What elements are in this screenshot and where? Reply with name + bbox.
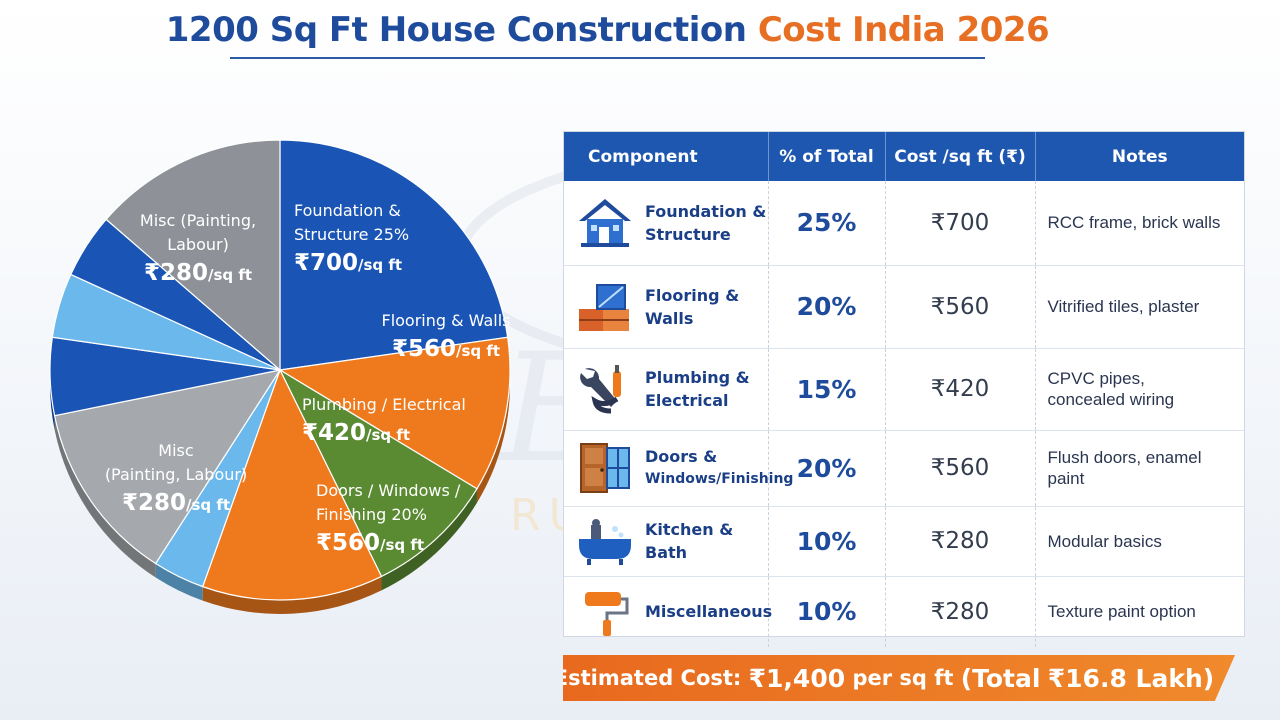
table-header-row: Component % of Total Cost /sq ft (₹) Not… <box>564 132 1244 181</box>
door-window-icon <box>580 443 630 493</box>
paint-roller-icon <box>585 591 629 636</box>
pie-slice <box>201 368 383 601</box>
pie-slice-side <box>202 576 382 614</box>
tiles-icon <box>579 283 629 331</box>
wrench-icon <box>580 365 621 414</box>
percent-cell: 20% <box>768 430 886 507</box>
pie-slice <box>279 139 509 371</box>
notes-cell: RCC frame, brick walls <box>1035 181 1244 266</box>
pie-label-text: (Painting, Labour) <box>105 465 247 484</box>
pie-label-text: Doors / Windows / <box>316 481 461 500</box>
pie-slice-side <box>381 488 477 591</box>
banner-amount: ₹1,400 <box>748 663 846 693</box>
percent-cell: 20% <box>768 265 886 349</box>
banner-prefix: Estimated Cost: <box>553 666 742 690</box>
bathtub-icon <box>579 519 631 565</box>
title-part-1: 1200 Sq Ft House Construction <box>165 10 747 50</box>
notes-cell: Flush doors, enamel paint <box>1035 430 1244 507</box>
page-title: 1200 Sq Ft House Construction Cost India… <box>0 10 1215 50</box>
pie-slice-side <box>50 370 55 430</box>
pie-label: Misc (Painting, Labour) ₹280/sq ft <box>140 211 256 286</box>
pie-label: Misc (Painting, Labour) ₹280/sq ft <box>105 441 247 516</box>
cost-cell: ₹560 <box>885 265 1036 349</box>
table-row: Miscellaneous 10% ₹280 Texture paint opt… <box>564 576 1244 647</box>
component-label: Doors & Windows/Finishing <box>645 447 794 487</box>
notes-cell: Texture paint option <box>1047 602 1196 622</box>
pie-labels: Foundation & Structure 25% ₹700/sq ft Floor… <box>105 201 511 556</box>
header-notes: Notes <box>1035 132 1244 181</box>
percent-cell: 10% <box>768 576 886 647</box>
table-row: Foundation & Structure 25% ₹700 RCC frame… <box>564 181 1244 266</box>
cost-breakdown-table: Component % of Total Cost /sq ft (₹) Not… <box>563 131 1245 647</box>
estimated-cost-banner: Estimated Cost: ₹1,400 per sq ft (Total … <box>563 655 1235 701</box>
pie-label: Doors / Windows / Finishing 20% ₹560/sq ft <box>316 481 461 556</box>
pie-label-value: ₹280/sq ft <box>122 490 230 516</box>
cost-cell: ₹280 <box>885 506 1036 577</box>
pie-label-text: Misc <box>158 441 193 460</box>
notes-cell: Vitrified tiles, plaster <box>1035 265 1244 349</box>
cost-pie-chart: Foundation & Structure 25% ₹700/sq ft Floor… <box>49 139 511 614</box>
percent-cell: 15% <box>768 348 886 431</box>
table-row: Plumbing & Electrical 15% ₹420 CPVC pipes… <box>564 348 1244 431</box>
cost-cell: ₹700 <box>885 181 1036 266</box>
pie-label-value: ₹560/sq ft <box>392 336 500 362</box>
pie-slice-side <box>476 370 510 503</box>
pie-slice <box>278 336 511 490</box>
pie-slice <box>53 369 282 565</box>
table-row: Kitchen & Bath 10% ₹280 Modular basics <box>564 506 1244 577</box>
pie-label-value: ₹700/sq ft <box>294 250 402 276</box>
pie-label-value: ₹560/sq ft <box>316 530 424 556</box>
pie-label: Plumbing / Electrical ₹420/sq ft <box>302 395 466 446</box>
pie-label-text: Flooring & Walls <box>381 311 510 330</box>
header-percent: % of Total <box>768 132 886 181</box>
pie-slice-side <box>155 563 203 601</box>
banner-mid: per sq ft <box>852 666 954 690</box>
title-underline <box>230 57 985 59</box>
component-label: Miscellaneous <box>645 602 773 622</box>
pie-label-text: Structure 25% <box>294 225 409 244</box>
component-label: Foundation & Structure <box>645 201 767 244</box>
pie-label-text: Finishing 20% <box>316 505 427 524</box>
pie-label-text: Foundation & <box>294 201 401 220</box>
pie-label-text: Labour) <box>167 235 229 254</box>
pie-label: Foundation & Structure 25% ₹700/sq ft <box>294 201 409 276</box>
banner-paren-close: ) <box>1202 663 1215 693</box>
pie-slices <box>49 139 511 614</box>
percent-cell: 25% <box>768 181 886 266</box>
component-label: Plumbing & Electrical <box>645 368 750 410</box>
pie-label-value: ₹280/sq ft <box>144 260 252 286</box>
pie-label: Flooring & Walls ₹560/sq ft <box>381 311 510 362</box>
pie-label-text: Plumbing / Electrical <box>302 395 466 414</box>
pie-label-text: Misc (Painting, <box>140 211 256 230</box>
banner-total: ₹16.8 Lakh <box>1047 663 1203 693</box>
header-component: Component <box>564 132 769 181</box>
component-label: Kitchen & Bath <box>645 520 734 562</box>
title-part-2: Cost India 2026 <box>757 10 1050 50</box>
house-icon <box>579 198 631 247</box>
cost-cell: ₹560 <box>885 430 1036 507</box>
table-row: Doors & Windows/Finishing 20% ₹560 Flush … <box>564 430 1244 507</box>
pie-slice-side <box>54 415 156 578</box>
pie-slice <box>278 368 478 578</box>
notes-cell: CPVC pipes, concealed wiring <box>1035 348 1244 431</box>
pie-slice <box>105 139 281 372</box>
header-cost: Cost /sq ft (₹) <box>885 132 1036 181</box>
table-row: Flooring & Walls 20% ₹560 Vitrified tiles… <box>564 265 1244 349</box>
pie-label-value: ₹420/sq ft <box>302 420 410 446</box>
notes-cell: Modular basics <box>1035 506 1244 577</box>
component-label: Flooring & Walls <box>645 285 740 328</box>
cost-cell: ₹280 <box>885 576 1036 647</box>
cost-cell: ₹420 <box>885 348 1036 431</box>
percent-cell: 10% <box>768 506 886 577</box>
banner-paren-open: (Total <box>960 663 1041 693</box>
